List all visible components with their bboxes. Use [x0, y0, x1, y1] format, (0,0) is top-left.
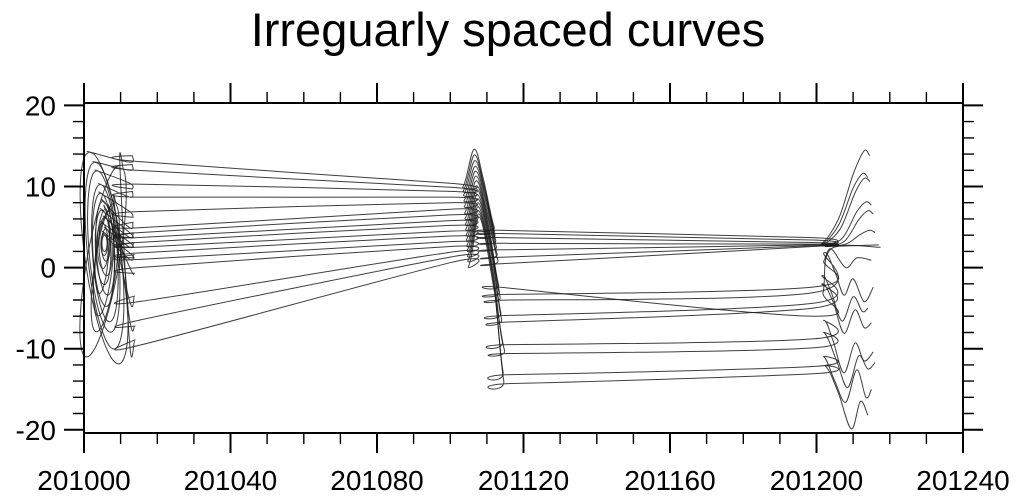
y-tick-label: -20 — [16, 415, 56, 446]
x-tick-label: 201080 — [330, 465, 423, 496]
major-ticks-x — [83, 83, 964, 453]
y-tick-label: 10 — [25, 172, 56, 203]
curve-12 — [101, 202, 872, 334]
y-tick-label: 20 — [25, 90, 56, 121]
x-tick-label: 201000 — [37, 465, 130, 496]
chart-title: Irreguarly spaced curves — [250, 3, 766, 56]
curve-15 — [90, 194, 869, 430]
x-tick-label: 201200 — [770, 465, 863, 496]
curve-02 — [84, 154, 869, 350]
x-tick-label: 201160 — [624, 465, 715, 496]
y-tick-label: -10 — [16, 334, 56, 365]
major-ticks-y — [64, 104, 983, 431]
curves-group — [79, 148, 881, 430]
x-tick-label: 201240 — [916, 465, 1009, 496]
curve-16 — [79, 152, 876, 389]
minor-ticks-x — [119, 92, 928, 444]
x-tick-label: 201120 — [478, 465, 569, 496]
x-tick-label: 201040 — [184, 465, 277, 496]
axes — [64, 83, 983, 453]
curve-11 — [100, 198, 869, 322]
tick-labels: 201000 201040 201080 201120 201160 201200 2012… — [16, 90, 1010, 496]
curve-04 — [91, 165, 872, 323]
y-tick-label: 0 — [40, 253, 56, 284]
minor-ticks-y — [73, 120, 974, 415]
curve-14 — [92, 204, 872, 403]
